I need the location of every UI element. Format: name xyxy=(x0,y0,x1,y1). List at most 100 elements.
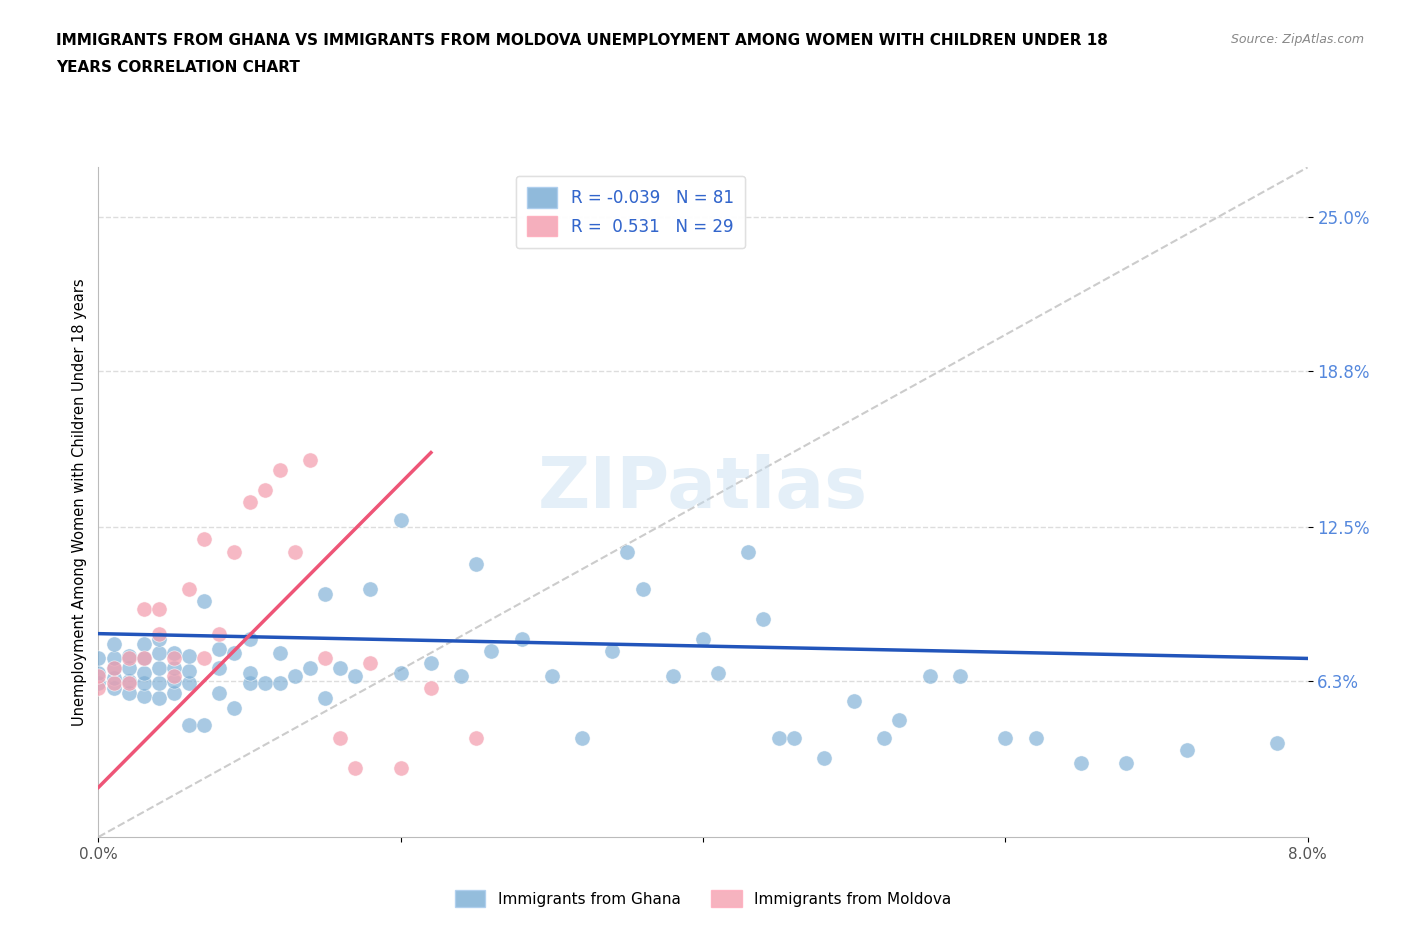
Point xyxy=(208,685,231,700)
Point xyxy=(132,676,155,691)
Point xyxy=(148,691,170,706)
Point xyxy=(359,656,381,671)
Point xyxy=(118,673,141,688)
Point xyxy=(87,666,110,681)
Point xyxy=(193,718,215,733)
Point xyxy=(148,676,170,691)
Point xyxy=(344,760,367,775)
Point xyxy=(344,669,367,684)
Point xyxy=(163,685,186,700)
Point xyxy=(299,661,322,676)
Point xyxy=(314,587,336,602)
Point xyxy=(87,669,110,684)
Point xyxy=(193,532,215,547)
Point xyxy=(707,666,730,681)
Point xyxy=(103,661,125,676)
Point xyxy=(389,760,412,775)
Point xyxy=(148,602,170,617)
Point xyxy=(103,676,125,691)
Point xyxy=(132,688,155,703)
Point xyxy=(224,646,246,661)
Point xyxy=(813,751,835,765)
Point xyxy=(737,544,759,559)
Point xyxy=(224,700,246,715)
Point xyxy=(253,483,276,498)
Point xyxy=(314,691,336,706)
Point xyxy=(359,581,381,596)
Point xyxy=(179,718,201,733)
Point xyxy=(163,673,186,688)
Point xyxy=(602,644,624,658)
Point xyxy=(1265,736,1288,751)
Point xyxy=(239,666,262,681)
Point xyxy=(768,730,790,745)
Point xyxy=(103,671,125,685)
Point xyxy=(465,730,488,745)
Point xyxy=(103,681,125,696)
Point xyxy=(179,648,201,663)
Point xyxy=(87,681,110,696)
Point xyxy=(510,631,533,646)
Point xyxy=(918,669,941,684)
Point xyxy=(329,661,352,676)
Point xyxy=(148,631,170,646)
Point xyxy=(752,611,775,626)
Point xyxy=(419,656,441,671)
Point xyxy=(1024,730,1046,745)
Point xyxy=(419,681,441,696)
Point xyxy=(269,646,291,661)
Text: ZIPatlas: ZIPatlas xyxy=(538,455,868,524)
Point xyxy=(103,651,125,666)
Point xyxy=(299,453,322,468)
Point xyxy=(1070,755,1092,770)
Point xyxy=(239,631,262,646)
Text: YEARS CORRELATION CHART: YEARS CORRELATION CHART xyxy=(56,60,299,75)
Legend: R = -0.039   N = 81, R =  0.531   N = 29: R = -0.039 N = 81, R = 0.531 N = 29 xyxy=(516,176,745,248)
Point xyxy=(148,626,170,641)
Point xyxy=(118,661,141,676)
Point xyxy=(284,544,307,559)
Point xyxy=(148,646,170,661)
Point xyxy=(163,669,186,684)
Point xyxy=(329,730,352,745)
Point xyxy=(132,666,155,681)
Point xyxy=(208,626,231,641)
Point xyxy=(179,663,201,678)
Point xyxy=(253,676,276,691)
Text: IMMIGRANTS FROM GHANA VS IMMIGRANTS FROM MOLDOVA UNEMPLOYMENT AMONG WOMEN WITH C: IMMIGRANTS FROM GHANA VS IMMIGRANTS FROM… xyxy=(56,33,1108,47)
Point xyxy=(208,661,231,676)
Point xyxy=(132,651,155,666)
Point xyxy=(616,544,638,559)
Point xyxy=(118,651,141,666)
Point xyxy=(661,669,683,684)
Point xyxy=(87,651,110,666)
Point xyxy=(479,644,503,658)
Point xyxy=(163,651,186,666)
Point xyxy=(994,730,1017,745)
Point xyxy=(314,651,336,666)
Point xyxy=(148,661,170,676)
Point xyxy=(631,581,654,596)
Point xyxy=(889,713,911,728)
Point xyxy=(193,651,215,666)
Point xyxy=(118,676,141,691)
Point xyxy=(132,651,155,666)
Point xyxy=(284,669,307,684)
Point xyxy=(87,676,110,691)
Point xyxy=(1175,743,1198,758)
Point xyxy=(540,669,562,684)
Point xyxy=(179,581,201,596)
Point xyxy=(103,636,125,651)
Point xyxy=(103,661,125,676)
Point xyxy=(465,557,488,572)
Point xyxy=(450,669,472,684)
Y-axis label: Unemployment Among Women with Children Under 18 years: Unemployment Among Women with Children U… xyxy=(72,278,87,726)
Point xyxy=(873,730,896,745)
Point xyxy=(692,631,714,646)
Point xyxy=(179,676,201,691)
Point xyxy=(118,685,141,700)
Point xyxy=(782,730,804,745)
Point xyxy=(571,730,593,745)
Point xyxy=(239,495,262,510)
Point xyxy=(132,636,155,651)
